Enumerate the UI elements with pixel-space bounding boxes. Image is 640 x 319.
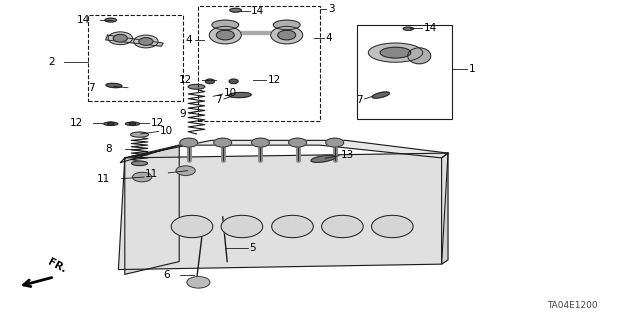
Ellipse shape	[113, 34, 127, 42]
Circle shape	[252, 138, 269, 147]
Text: 13: 13	[341, 150, 355, 160]
Text: TA04E1200: TA04E1200	[547, 301, 598, 310]
Text: 8: 8	[106, 144, 112, 154]
Polygon shape	[125, 145, 179, 274]
Ellipse shape	[209, 26, 241, 44]
Circle shape	[108, 122, 114, 125]
Text: 14: 14	[251, 5, 264, 16]
Ellipse shape	[273, 20, 300, 30]
Polygon shape	[225, 31, 287, 34]
Ellipse shape	[172, 215, 212, 238]
Circle shape	[129, 122, 136, 125]
Text: 12: 12	[179, 75, 192, 85]
Ellipse shape	[108, 32, 132, 45]
Text: 7: 7	[356, 95, 362, 105]
Ellipse shape	[131, 132, 148, 137]
Circle shape	[229, 79, 238, 84]
Ellipse shape	[105, 18, 116, 22]
Bar	[88, 15, 183, 101]
Text: 9: 9	[179, 109, 186, 119]
Ellipse shape	[188, 84, 205, 89]
Ellipse shape	[408, 48, 431, 64]
Ellipse shape	[278, 30, 296, 40]
Circle shape	[132, 172, 152, 182]
Text: 10: 10	[160, 126, 173, 136]
Circle shape	[180, 138, 198, 147]
Ellipse shape	[229, 93, 251, 98]
Ellipse shape	[212, 20, 239, 30]
Text: 7: 7	[88, 83, 95, 93]
Text: 7: 7	[216, 95, 222, 105]
Circle shape	[214, 138, 232, 147]
Ellipse shape	[372, 92, 389, 98]
Text: 4: 4	[186, 35, 192, 45]
Ellipse shape	[322, 215, 364, 238]
Text: 4: 4	[325, 33, 332, 43]
Circle shape	[176, 166, 195, 175]
Polygon shape	[120, 140, 448, 163]
Text: 12: 12	[150, 118, 164, 129]
Circle shape	[187, 277, 210, 288]
Text: 11: 11	[145, 169, 158, 179]
Polygon shape	[118, 153, 448, 270]
Ellipse shape	[371, 215, 413, 238]
Ellipse shape	[368, 43, 422, 62]
Ellipse shape	[311, 155, 335, 162]
Text: 14: 14	[424, 23, 437, 33]
Circle shape	[326, 138, 344, 147]
Text: 14: 14	[76, 15, 90, 25]
Bar	[357, 25, 452, 119]
Polygon shape	[106, 35, 163, 46]
Ellipse shape	[125, 122, 140, 125]
Text: 11: 11	[97, 174, 110, 184]
Ellipse shape	[230, 8, 241, 12]
Ellipse shape	[272, 215, 314, 238]
Polygon shape	[442, 153, 448, 264]
Text: 2: 2	[48, 56, 54, 67]
Ellipse shape	[139, 38, 153, 45]
Text: 10: 10	[224, 88, 237, 99]
Text: 12: 12	[70, 118, 83, 129]
Text: 6: 6	[163, 270, 170, 280]
Ellipse shape	[106, 83, 122, 88]
Circle shape	[205, 79, 214, 84]
Text: 5: 5	[250, 243, 256, 253]
Text: 3: 3	[328, 4, 334, 14]
Ellipse shape	[380, 47, 411, 58]
Text: 12: 12	[268, 75, 281, 85]
Circle shape	[289, 138, 307, 147]
Ellipse shape	[271, 26, 303, 44]
Ellipse shape	[216, 30, 234, 40]
Ellipse shape	[134, 35, 158, 48]
Bar	[198, 6, 320, 121]
Ellipse shape	[221, 215, 263, 238]
Text: 1: 1	[469, 63, 476, 74]
Ellipse shape	[104, 122, 118, 125]
Ellipse shape	[132, 161, 148, 166]
Ellipse shape	[403, 27, 413, 30]
Text: FR.: FR.	[46, 257, 68, 275]
